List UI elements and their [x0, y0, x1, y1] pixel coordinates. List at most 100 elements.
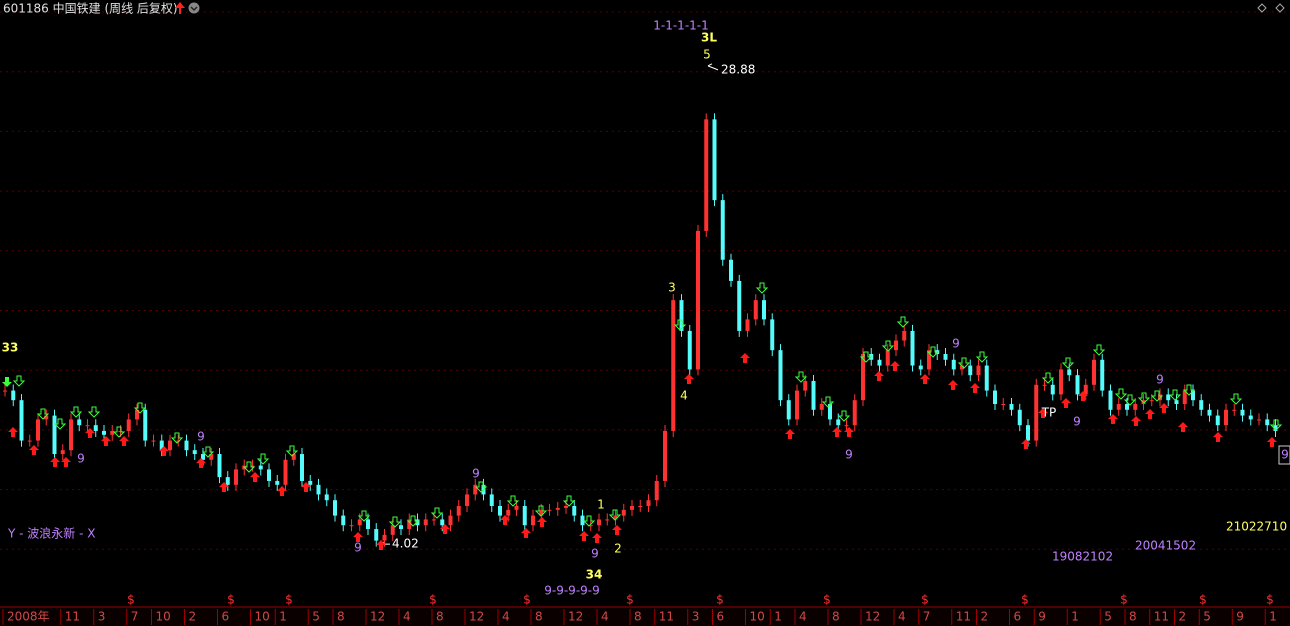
buy-arrow	[61, 457, 71, 467]
wave-mark: 2	[614, 542, 622, 556]
sell-arrow	[1269, 419, 1283, 431]
dividend-marker: $	[716, 593, 724, 607]
background-grid	[0, 11, 1290, 550]
dividend-marker: $	[127, 593, 135, 607]
x-tick-label: 10	[255, 610, 270, 624]
buy-arrow	[101, 436, 111, 446]
x-tick-label: 8	[832, 610, 840, 624]
x-tick-label: 1	[1269, 610, 1277, 624]
buy-arrow	[277, 486, 287, 496]
buy-arrow	[159, 446, 169, 456]
buy-arrow	[50, 457, 60, 467]
x-tick-label: 5	[1104, 610, 1112, 624]
x-tick-label: 1	[774, 610, 782, 624]
time-axis-band	[0, 607, 1290, 626]
buy-arrow	[301, 482, 311, 492]
buy-arrow	[832, 427, 842, 437]
dividend-marker: $	[227, 593, 235, 607]
x-tick-label: 12	[370, 610, 385, 624]
buy-arrow	[890, 361, 900, 371]
sell-arrow	[285, 445, 299, 457]
sell-arrow	[755, 282, 769, 294]
x-tick-label: 8	[1129, 610, 1137, 624]
x-tick-label: 12	[568, 610, 583, 624]
sell-arrow	[474, 481, 488, 493]
count-mark: 9	[591, 547, 599, 561]
buy-arrow	[219, 482, 229, 492]
nav-icon[interactable]	[1275, 3, 1285, 13]
wave-mark: 5	[703, 48, 711, 62]
sell-arrow	[837, 410, 851, 422]
signal-code: 20041502	[1135, 539, 1196, 553]
sell-arrow	[36, 408, 50, 420]
x-tick-label: 8	[634, 610, 642, 624]
dividend-marker: $	[429, 593, 437, 607]
x-tick-label: 9	[1236, 610, 1244, 624]
sell-arrow	[12, 375, 26, 387]
x-tick-label: 7	[131, 610, 139, 624]
sell-arrow	[506, 495, 520, 507]
high-leader	[707, 63, 719, 71]
sell-arrow	[926, 346, 940, 358]
sell-arrow	[430, 507, 444, 519]
x-tick-label: 3	[98, 610, 106, 624]
x-tick-label: 8	[535, 610, 543, 624]
sell-arrow	[881, 340, 895, 352]
chart-title: 601186 中国铁建 (周线 后复权)	[3, 1, 178, 16]
count-mark: 9	[472, 467, 480, 481]
x-tick-label: 6	[1014, 610, 1022, 624]
buy-arrow	[970, 383, 980, 393]
buy-arrow	[612, 525, 622, 535]
x-tick-label: 12	[469, 610, 484, 624]
buy-arrow	[684, 374, 694, 384]
wave-mark: 1	[597, 498, 605, 512]
sell-arrow	[608, 509, 622, 521]
sell-arrow	[1229, 393, 1243, 405]
sell-arrow	[1092, 344, 1106, 356]
buy-arrow	[440, 524, 450, 534]
dropdown-icon[interactable]	[188, 2, 200, 14]
x-tick-label: 2008年	[7, 610, 50, 624]
nav-icon[interactable]	[1257, 3, 1267, 13]
sell-arrow	[794, 371, 808, 383]
buy-arrow	[500, 515, 510, 525]
buy-arrow	[785, 429, 795, 439]
sell-arrow	[957, 357, 971, 369]
buy-arrow	[740, 353, 750, 363]
wave-mark: 3	[668, 281, 676, 295]
x-tick-label: 3	[692, 610, 700, 624]
sell-arrow	[582, 515, 596, 527]
buy-arrow	[1178, 422, 1188, 432]
x-tick-label: 8	[436, 610, 444, 624]
sell-arrow	[388, 516, 402, 528]
dividend-marker: $	[626, 593, 634, 607]
buy-arrow	[1145, 409, 1155, 419]
sell-arrow	[256, 453, 270, 465]
buy-arrow	[920, 374, 930, 384]
high-label: 28.88	[721, 62, 755, 76]
sell-arrow	[242, 461, 256, 473]
wave-mark: 3L	[701, 31, 717, 45]
buy-arrow	[537, 517, 547, 527]
x-tick-label: 10	[750, 610, 765, 624]
count-mark: 9	[197, 430, 205, 444]
up-icon[interactable]	[175, 2, 185, 14]
sell-arrow	[170, 432, 184, 444]
x-tick-label: 11	[659, 610, 674, 624]
buy-arrow	[1159, 403, 1169, 413]
x-tick-label: 11	[956, 610, 971, 624]
x-tick-label: 11	[65, 610, 80, 624]
buy-arrow	[592, 533, 602, 543]
wave-mark: 33	[2, 341, 19, 355]
x-tick-label: 1	[1071, 610, 1079, 624]
sell-arrow	[1150, 390, 1164, 402]
sell-arrow	[562, 495, 576, 507]
sell-arrow	[133, 402, 147, 414]
x-tick-label: 5	[312, 610, 320, 624]
signal-code: 21022710	[1226, 520, 1287, 534]
buy-arrow	[1108, 414, 1118, 424]
dividend-marker: $	[1266, 593, 1274, 607]
count-box	[1278, 445, 1290, 465]
